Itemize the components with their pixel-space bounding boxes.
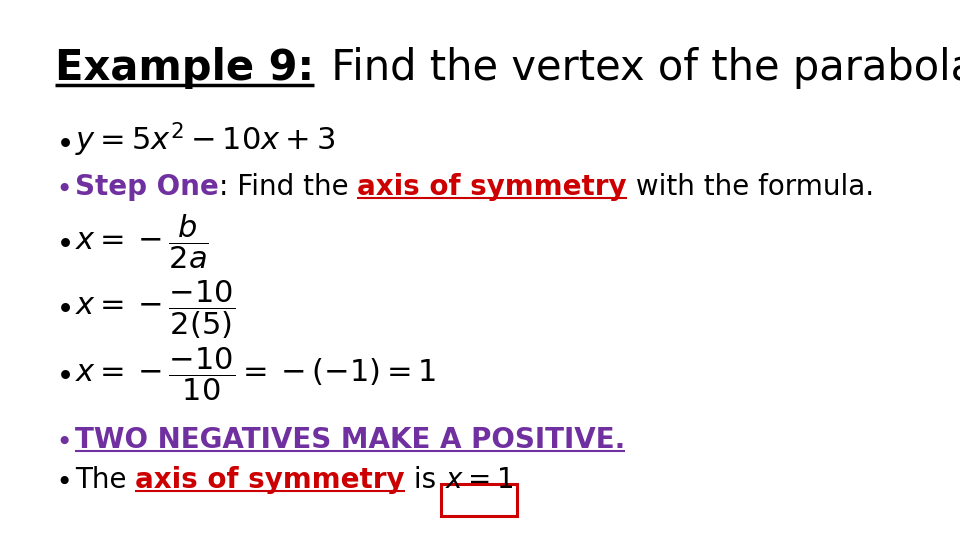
- Text: $x = -\dfrac{b}{2a}$: $x = -\dfrac{b}{2a}$: [75, 212, 209, 271]
- Text: $x = 1$: $x = 1$: [445, 466, 514, 494]
- Text: $\bullet$: $\bullet$: [55, 292, 71, 321]
- Text: TWO NEGATIVES MAKE A POSITIVE.: TWO NEGATIVES MAKE A POSITIVE.: [75, 426, 625, 454]
- Text: $\bullet$: $\bullet$: [55, 466, 70, 494]
- Text: $x = -\dfrac{-10}{10} = -(-1) = 1$: $x = -\dfrac{-10}{10} = -(-1) = 1$: [75, 345, 437, 403]
- Text: $x = -\dfrac{-10}{2(5)}$: $x = -\dfrac{-10}{2(5)}$: [75, 278, 235, 341]
- Text: $\bullet$: $\bullet$: [55, 127, 71, 156]
- Text: is: is: [405, 466, 445, 494]
- Text: axis of symmetry: axis of symmetry: [357, 173, 627, 201]
- Text: Step One: Step One: [75, 173, 219, 201]
- Text: Find the vertex of the parabola.: Find the vertex of the parabola.: [318, 47, 960, 89]
- Text: Example 9:: Example 9:: [55, 47, 314, 89]
- Text: $\bullet$: $\bullet$: [55, 173, 70, 201]
- Text: : Find the: : Find the: [219, 173, 357, 201]
- Text: $\bullet$: $\bullet$: [55, 426, 70, 454]
- Text: with the formula.: with the formula.: [627, 173, 874, 201]
- Text: $y = 5x^2 - 10x + 3$: $y = 5x^2 - 10x + 3$: [75, 120, 335, 159]
- Text: The: The: [75, 466, 135, 494]
- Text: $\bullet$: $\bullet$: [55, 359, 71, 388]
- Text: $\bullet$: $\bullet$: [55, 227, 71, 256]
- Text: axis of symmetry: axis of symmetry: [135, 466, 405, 494]
